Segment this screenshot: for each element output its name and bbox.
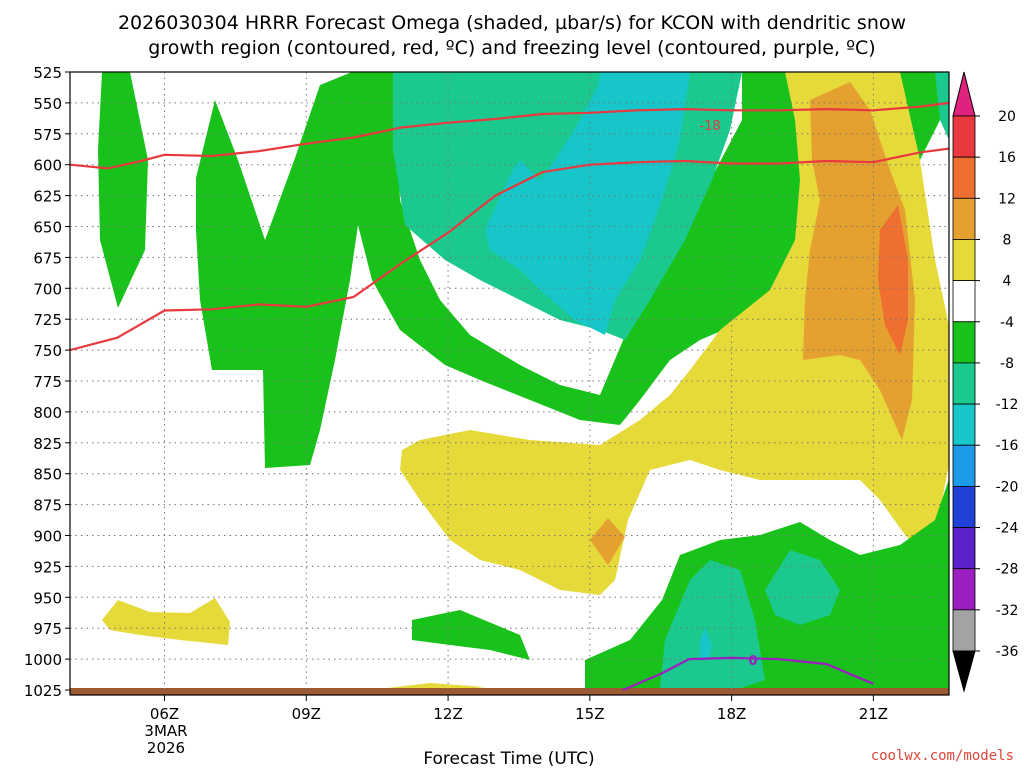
omega-region-green-left-column-2 <box>196 72 949 468</box>
x-axis-title: Forecast Time (UTC) <box>423 749 594 768</box>
omega-region-green-950 <box>412 610 530 660</box>
terrain-ground-strip <box>70 688 949 695</box>
colorbar-bin-6 <box>952 362 976 405</box>
colorbar-level-label-5: -4 <box>1000 315 1014 331</box>
omega-shading <box>70 72 949 695</box>
dendritic-top-contour-line <box>70 101 949 170</box>
y-tick-label-900: 900 <box>33 528 62 546</box>
y-tick-label-750: 750 <box>33 342 62 360</box>
colorbar-level-label-10: -24 <box>996 521 1019 537</box>
colorbar-bottom-arrow <box>952 650 976 693</box>
colorbar-bin-11 <box>952 568 976 611</box>
chart-title-line-2: growth region (contoured, red, ºC) and f… <box>148 37 875 59</box>
y-tick-label-525: 525 <box>33 64 62 82</box>
y-tick-label-550: 550 <box>33 95 62 113</box>
y-tick-label-675: 675 <box>33 249 62 267</box>
colorbar-bin-9 <box>952 485 976 528</box>
colorbar-level-label-3: 8 <box>1003 232 1012 248</box>
omega-region-yellow-main <box>400 72 949 595</box>
colorbar-bin-2 <box>952 197 976 240</box>
source-credit: coolwx.com/models <box>871 748 1014 764</box>
x-date-label-year: 2026 <box>147 739 185 757</box>
colorbar-bin-12 <box>952 609 976 652</box>
colorbar-level-label-2: 12 <box>998 191 1016 207</box>
y-axis: 525 550 575 600 625 650 675 700 725 750 775 800 825 8… <box>24 64 70 700</box>
colorbar-level-label-12: -32 <box>996 603 1019 619</box>
colorbar-level-label-9: -20 <box>996 479 1019 495</box>
y-tick-label-825: 825 <box>33 435 62 453</box>
colorbar-level-label-13: -36 <box>996 644 1019 660</box>
dendritic-contour-label: -18 <box>699 119 720 134</box>
freezing-level-contour-label: 0 <box>748 654 757 669</box>
x-axis: 06Z 09Z 12Z 15Z 18Z 21Z <box>150 695 888 723</box>
freezing-level-contour-line <box>622 656 874 692</box>
colorbar-bin-10 <box>952 527 976 570</box>
dendritic-bottom-contour-line <box>70 147 949 352</box>
omega-region-cyan-core <box>460 72 690 335</box>
x-tick-label-12Z: 12Z <box>433 705 462 723</box>
chart-title-line-1: 2026030304 HRRR Forecast Omega (shaded, … <box>118 12 906 34</box>
y-tick-label-800: 800 <box>33 404 62 422</box>
colorbar-level-label-0: 20 <box>998 109 1016 125</box>
colorbar-level-label-4: 4 <box>1003 274 1012 290</box>
colorbar-level-label-11: -28 <box>996 562 1019 578</box>
omega-region-yellow-950 <box>102 598 230 645</box>
omega-region-green-left-column <box>98 72 148 308</box>
omega-region-teal-top-edge <box>935 72 949 140</box>
omega-region-orange-right <box>803 82 915 440</box>
y-tick-label-950: 950 <box>33 589 62 607</box>
colorbar-level-label-7: -12 <box>996 397 1019 413</box>
y-tick-label-625: 625 <box>33 188 62 206</box>
colorbar-bin-0 <box>952 115 976 158</box>
y-tick-label-1000: 1000 <box>24 651 62 669</box>
colorbar-level-label-8: -16 <box>996 438 1019 454</box>
y-tick-label-975: 975 <box>33 620 62 638</box>
colorbar: 20 16 12 8 4 -4 -8 -12 -16 -20 -24 -28 -32 -36 <box>952 71 1019 693</box>
plot-area: -18 0 <box>70 72 949 695</box>
colorbar-bin-8 <box>952 444 976 487</box>
y-tick-label-875: 875 <box>33 497 62 515</box>
x-date-label-month: 3MAR <box>144 722 187 740</box>
x-tick-label-15Z: 15Z <box>575 705 604 723</box>
y-tick-label-1025: 1025 <box>24 682 62 700</box>
x-tick-label-09Z: 09Z <box>292 705 321 723</box>
omega-region-teal-lower-2 <box>765 550 840 625</box>
colorbar-bin-5 <box>952 321 976 364</box>
y-tick-label-600: 600 <box>33 157 62 175</box>
plot-frame <box>69 71 950 696</box>
colorbar-level-label-1: 16 <box>998 150 1016 166</box>
colorbar-level-label-6: -8 <box>1000 356 1014 372</box>
colorbar-top-arrow <box>952 71 976 117</box>
y-tick-label-650: 650 <box>33 219 62 237</box>
colorbar-bin-4 <box>952 280 976 323</box>
y-tick-label-925: 925 <box>33 558 62 576</box>
y-tick-label-725: 725 <box>33 311 62 329</box>
colorbar-bin-1 <box>952 156 976 199</box>
colorbar-bin-7 <box>952 403 976 446</box>
omega-region-cyan-lower <box>700 628 712 660</box>
grid-lines-horizontal <box>70 102 949 660</box>
x-tick-label-06Z: 06Z <box>150 705 179 723</box>
x-tick-label-21Z: 21Z <box>859 705 888 723</box>
omega-region-orange-850 <box>590 518 625 565</box>
omega-region-orange-core <box>878 205 908 355</box>
y-tick-label-575: 575 <box>33 126 62 144</box>
y-tick-label-775: 775 <box>33 373 62 391</box>
colorbar-bin-3 <box>952 239 976 282</box>
y-tick-label-700: 700 <box>33 280 62 298</box>
x-tick-label-18Z: 18Z <box>717 705 746 723</box>
y-tick-label-850: 850 <box>33 466 62 484</box>
